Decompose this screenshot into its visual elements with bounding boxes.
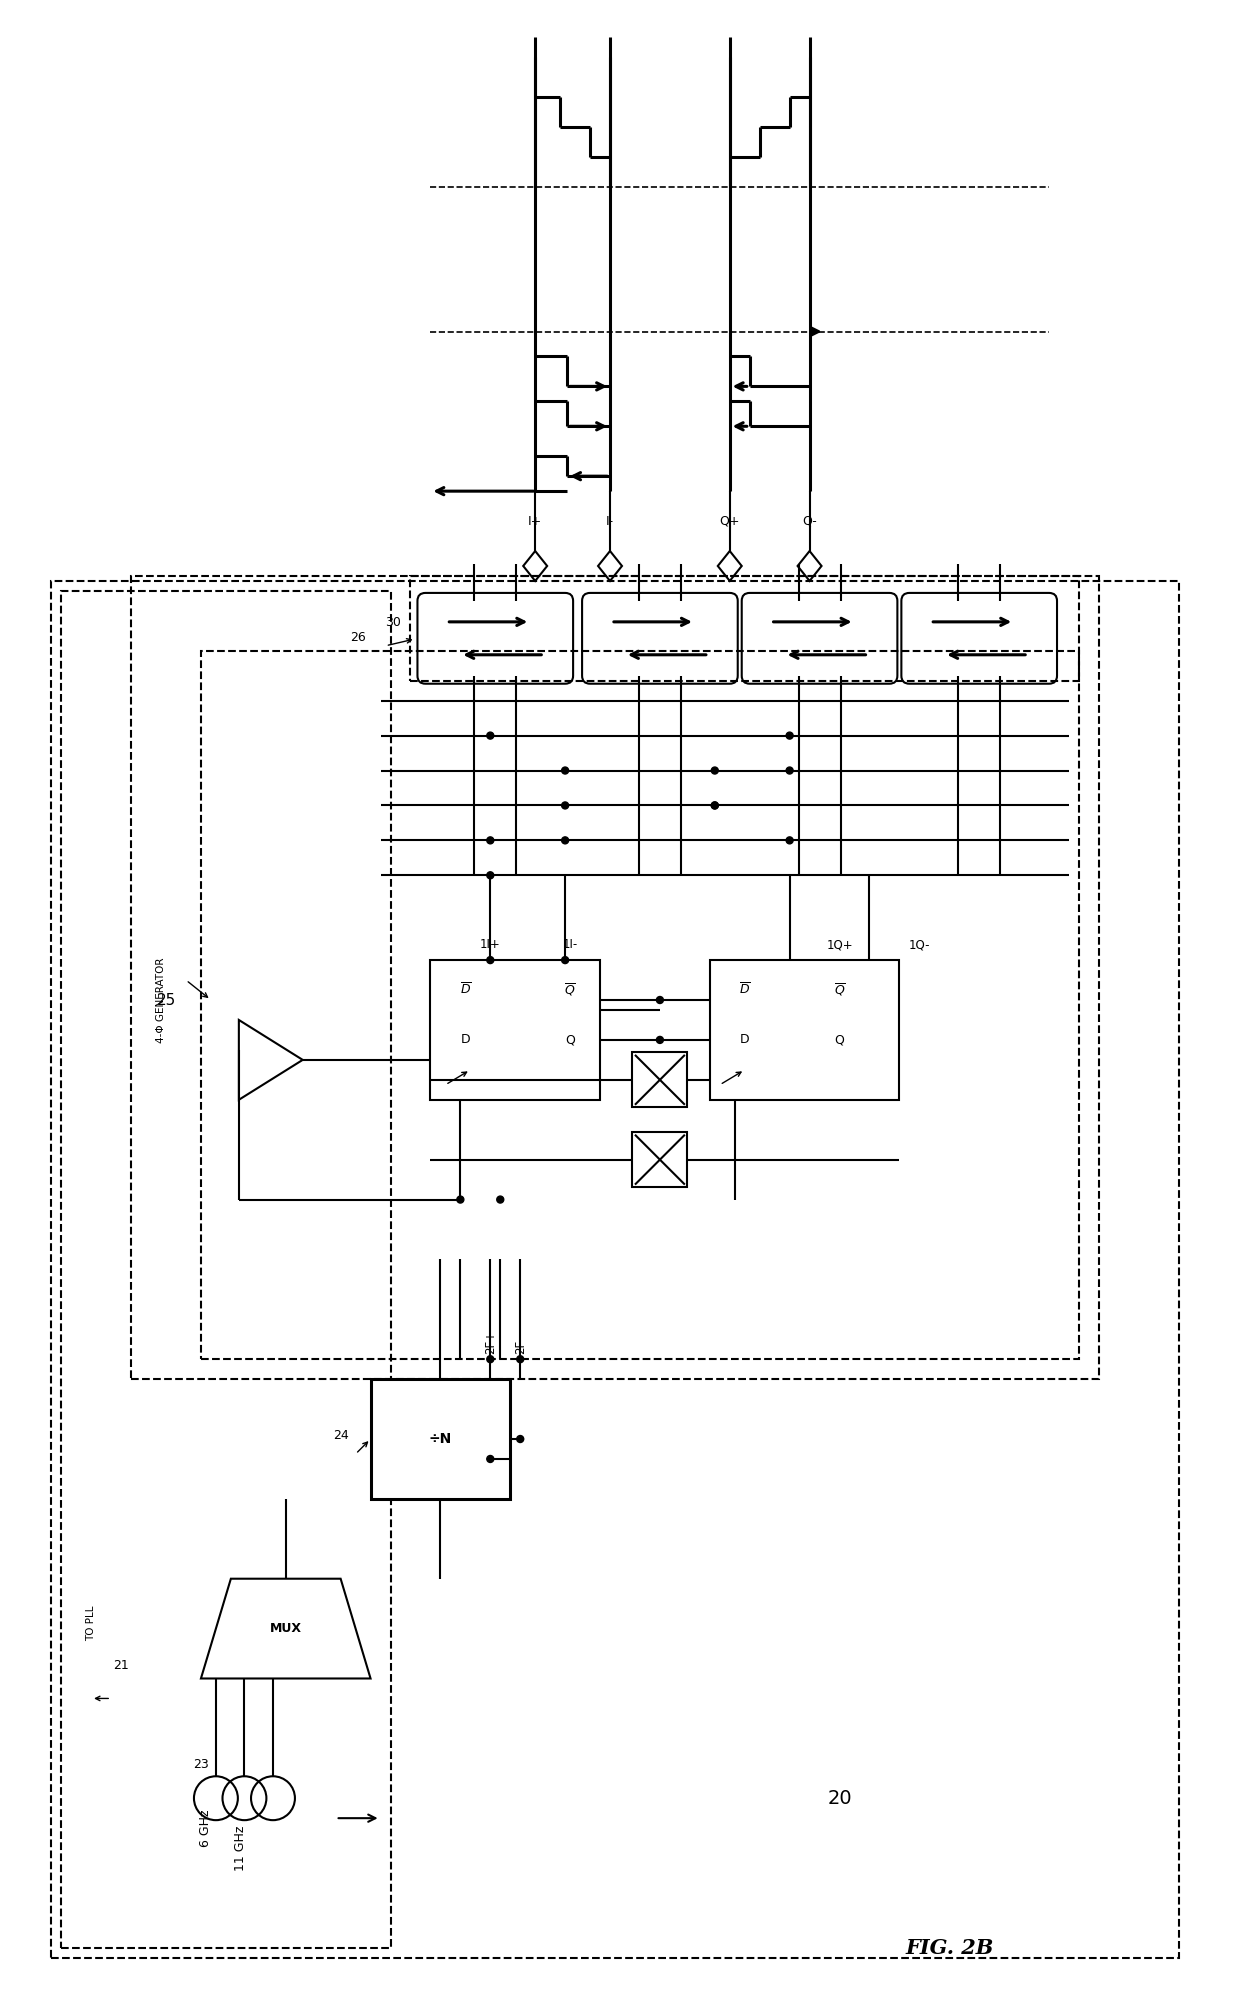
Text: 30: 30 bbox=[386, 616, 402, 628]
Circle shape bbox=[487, 871, 494, 879]
Bar bbox=[410, 576, 1079, 680]
Circle shape bbox=[786, 733, 794, 739]
Text: Q+: Q+ bbox=[719, 514, 740, 528]
Text: ÷N: ÷N bbox=[429, 1433, 453, 1445]
Text: 1Q-: 1Q- bbox=[909, 937, 930, 951]
Circle shape bbox=[517, 1355, 523, 1363]
Circle shape bbox=[712, 803, 718, 809]
Bar bbox=[131, 576, 1099, 1379]
Text: 2F-: 2F- bbox=[513, 1337, 527, 1355]
Text: D: D bbox=[460, 1034, 470, 1046]
Text: 4-Φ GENERATOR: 4-Φ GENERATOR bbox=[156, 957, 166, 1044]
Bar bbox=[430, 959, 600, 1100]
Circle shape bbox=[712, 803, 718, 809]
Circle shape bbox=[786, 767, 794, 775]
Circle shape bbox=[562, 803, 569, 809]
Circle shape bbox=[562, 837, 569, 843]
Circle shape bbox=[487, 1455, 494, 1463]
Text: 24: 24 bbox=[332, 1429, 348, 1441]
Bar bbox=[61, 590, 391, 1949]
Text: 25: 25 bbox=[156, 993, 176, 1008]
Text: 21: 21 bbox=[113, 1658, 129, 1672]
Text: 1I+: 1I+ bbox=[480, 937, 501, 951]
Text: 2F+: 2F+ bbox=[484, 1331, 497, 1355]
Circle shape bbox=[497, 1196, 503, 1202]
Text: Q: Q bbox=[565, 1034, 575, 1046]
Text: $\overline{Q}$: $\overline{Q}$ bbox=[833, 981, 846, 997]
Text: 1I-: 1I- bbox=[563, 937, 578, 951]
Bar bbox=[632, 1052, 687, 1108]
Text: $\overline{D}$: $\overline{D}$ bbox=[739, 981, 750, 997]
Circle shape bbox=[712, 767, 718, 775]
Circle shape bbox=[562, 767, 569, 775]
Text: 1Q+: 1Q+ bbox=[826, 937, 853, 951]
Text: I+: I+ bbox=[528, 514, 542, 528]
Text: $\overline{Q}$: $\overline{Q}$ bbox=[564, 981, 577, 997]
Text: Q-: Q- bbox=[802, 514, 817, 528]
Bar bbox=[709, 959, 899, 1100]
Text: MUX: MUX bbox=[270, 1622, 301, 1636]
Circle shape bbox=[487, 957, 494, 963]
Text: FIG. 2B: FIG. 2B bbox=[905, 1939, 993, 1959]
Bar bbox=[51, 580, 1179, 1959]
Text: $\overline{D}$: $\overline{D}$ bbox=[460, 981, 471, 997]
Text: I-: I- bbox=[606, 514, 614, 528]
Circle shape bbox=[487, 837, 494, 843]
Text: D: D bbox=[740, 1034, 749, 1046]
Circle shape bbox=[786, 837, 794, 843]
Circle shape bbox=[656, 997, 663, 1004]
Circle shape bbox=[656, 1036, 663, 1044]
Circle shape bbox=[562, 957, 569, 963]
Text: 26: 26 bbox=[350, 630, 366, 644]
Circle shape bbox=[517, 1435, 523, 1443]
Text: 11 GHz: 11 GHz bbox=[234, 1826, 247, 1871]
Bar bbox=[632, 1132, 687, 1186]
Circle shape bbox=[487, 733, 494, 739]
Text: 6 GHz: 6 GHz bbox=[200, 1810, 212, 1846]
Text: TO PLL: TO PLL bbox=[87, 1606, 97, 1640]
Text: 23: 23 bbox=[193, 1758, 208, 1772]
Text: 20: 20 bbox=[827, 1788, 852, 1808]
Text: Q: Q bbox=[835, 1034, 844, 1046]
Bar bbox=[201, 650, 1079, 1359]
Bar bbox=[371, 1379, 510, 1499]
Circle shape bbox=[456, 1196, 464, 1202]
Circle shape bbox=[487, 1355, 494, 1363]
